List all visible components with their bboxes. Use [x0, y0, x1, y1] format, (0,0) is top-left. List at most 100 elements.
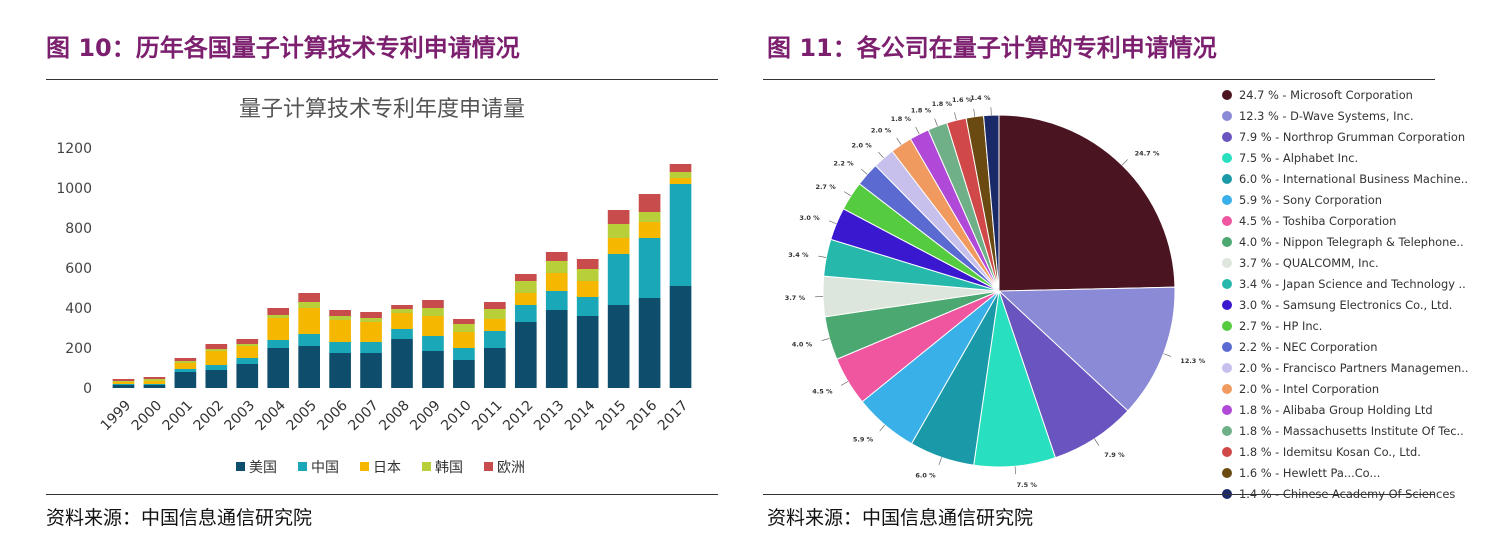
figure-10-title: 图 10：历年各国量子计算技术专利申请情况 [46, 34, 520, 62]
bar-segment-2005-韩国 [298, 302, 320, 308]
bar-segment-2003-欧洲 [236, 339, 259, 344]
bar-segment-2008-欧洲 [391, 305, 413, 309]
bar-segment-2002-韩国 [205, 349, 228, 351]
pie-slice-label: 2.0 % [871, 127, 892, 135]
bar-segment-2009-韩国 [422, 308, 444, 316]
pie-legend-label: 1.8 % - Idemitsu Kosan Co., Ltd. [1239, 444, 1421, 459]
bar-segment-2004-日本 [267, 318, 290, 340]
pie-legend-dot [1222, 425, 1232, 436]
bar-segment-2008-美国 [391, 339, 413, 388]
bar-segment-2000-欧洲 [143, 377, 166, 379]
pie-label-leader [828, 220, 837, 225]
figure-11-bottom-rule [763, 494, 1435, 495]
bar-segment-1999-欧洲 [112, 379, 135, 381]
bar-segment-2015-韩国 [607, 224, 630, 238]
bar-segment-2009-欧洲 [422, 300, 444, 308]
bar-segment-2016-日本 [638, 222, 661, 238]
bar-legend-swatch [422, 462, 431, 471]
bar-segment-2000-美国 [143, 385, 166, 388]
pie-legend-label: 1.4 % - Chinese Academy Of Sciences [1239, 486, 1456, 501]
pie-slice-label: 1.4 % [970, 94, 991, 102]
pie-legend-item: 24.7 % - Microsoft Corporation [1222, 84, 1484, 105]
bar-segment-2016-中国 [638, 238, 661, 298]
bar-segment-2011-韩国 [484, 309, 506, 319]
pie-legend-item: 1.8 % - Massachusetts Institute Of Tec.. [1222, 420, 1484, 441]
pie-label-leader [818, 255, 827, 258]
pie-legend-item: 1.8 % - Idemitsu Kosan Co., Ltd. [1222, 441, 1484, 462]
bar-segment-2007-美国 [360, 353, 382, 388]
bar-legend-swatch [236, 462, 245, 471]
pie-legend-item: 2.7 % - HP Inc. [1222, 315, 1484, 336]
pie-slice-label: 1.8 % [911, 106, 932, 114]
pie-label-leader [1121, 159, 1128, 166]
bar-segment-2004-韩国 [267, 315, 290, 318]
pie-legend-label: 7.9 % - Northrop Grumman Corporation [1239, 129, 1466, 144]
bar-segment-2013-美国 [545, 310, 568, 388]
bar-segment-2006-中国 [329, 342, 351, 353]
pie-slice-label: 7.5 % [1017, 481, 1038, 489]
bar-segment-2003-日本 [236, 346, 259, 358]
pie-slice-label: 5.9 % [853, 436, 874, 444]
bar-segment-2013-欧洲 [545, 252, 568, 261]
pie-legend-item: 3.4 % - Japan Science and Technology .. [1222, 273, 1484, 294]
bar-segment-2010-韩国 [453, 324, 475, 332]
bar-segment-2014-中国 [576, 297, 599, 316]
pie-slice-label: 6.0 % [915, 471, 936, 479]
figure-11-source: 资料来源：中国信息通信研究院 [767, 507, 1034, 529]
pie-legend-dot [1222, 383, 1232, 394]
bar-segment-2017-美国 [669, 286, 692, 388]
pie-legend-item: 1.6 % - Hewlett Pa...Co... [1222, 462, 1484, 483]
pie-label-leader [879, 424, 886, 432]
bar-segment-2002-日本 [205, 351, 228, 365]
bar-segment-2008-韩国 [391, 309, 413, 313]
pie-label-leader [973, 108, 976, 117]
bar-segment-2009-中国 [422, 336, 444, 351]
pie-slice-label: 7.9 % [1104, 451, 1125, 459]
figure-10-top-rule [46, 79, 718, 80]
pie-legend-label: 3.0 % - Samsung Electronics Co., Ltd. [1239, 297, 1453, 312]
bar-segment-2012-欧洲 [514, 274, 537, 281]
pie-slice-label: 1.8 % [932, 100, 953, 108]
pie-slice-label: 1.8 % [891, 115, 912, 123]
bar-segment-2011-日本 [484, 319, 506, 331]
pie-legend-dot [1222, 278, 1232, 289]
pie-slice-label: 3.7 % [785, 294, 806, 302]
bar-segment-2002-欧洲 [205, 344, 228, 349]
pie-legend-dot [1222, 89, 1232, 100]
bar-legend-swatch [360, 462, 369, 471]
pie-legend-dot [1222, 215, 1232, 226]
pie-legend-dot [1222, 299, 1232, 310]
pie-legend-dot [1222, 194, 1232, 205]
bar-segment-2004-欧洲 [267, 308, 290, 315]
bar-segment-1999-美国 [112, 385, 135, 388]
bar-segment-2000-韩国 [143, 379, 166, 381]
pie-legend-label: 2.2 % - NEC Corporation [1239, 339, 1378, 354]
bar-segment-2009-美国 [422, 351, 444, 388]
pie-legend-label: 4.0 % - Nippon Telegraph & Telephone.. [1239, 234, 1464, 249]
bar-segment-2002-中国 [205, 365, 228, 370]
bar-segment-2013-韩国 [545, 261, 568, 273]
pie-slice-label: 2.7 % [815, 183, 836, 191]
bar-segment-2012-韩国 [514, 281, 537, 293]
bar-segment-2010-欧洲 [453, 319, 475, 324]
pie-legend-item: 2.0 % - Intel Corporation [1222, 378, 1484, 399]
pie-legend: 24.7 % - Microsoft Corporation 12.3 % - D… [1222, 84, 1484, 504]
bar-segment-2012-日本 [514, 293, 537, 305]
pie-label-leader [840, 381, 849, 386]
bar-segment-2010-美国 [453, 360, 475, 388]
pie-legend-dot [1222, 467, 1232, 478]
pie-legend-dot [1222, 173, 1232, 184]
bar-chart-background [46, 84, 718, 494]
pie-slice-label: 12.3 % [1180, 357, 1205, 365]
pie-legend-item: 4.0 % - Nippon Telegraph & Telephone.. [1222, 231, 1484, 252]
pie-legend-dot [1222, 110, 1232, 121]
pie-legend-item: 5.9 % - Sony Corporation [1222, 189, 1484, 210]
bar-segment-2005-欧洲 [298, 293, 320, 302]
pie-legend-item: 12.3 % - D-Wave Systems, Inc. [1222, 105, 1484, 126]
bar-segment-2011-欧洲 [484, 302, 506, 309]
bar-segment-2017-韩国 [669, 172, 692, 178]
bar-segment-2007-日本 [360, 322, 382, 342]
pie-slice-label: 2.0 % [852, 141, 873, 149]
bar-segment-1999-日本 [112, 382, 135, 384]
pie-legend-dot [1222, 131, 1232, 142]
